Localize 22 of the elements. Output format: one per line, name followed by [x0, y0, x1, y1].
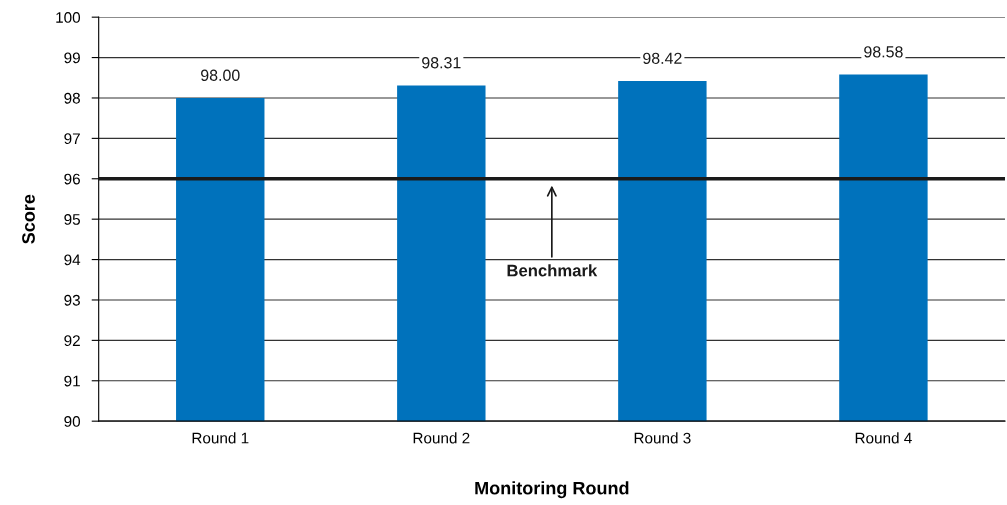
y-tick-label: 92: [64, 335, 80, 347]
data-label: 98.31: [422, 57, 461, 69]
y-axis-title: Score: [22, 194, 35, 244]
y-tick-label: 100: [56, 12, 81, 23]
x-tick-label: Round 1: [192, 432, 249, 444]
y-tick-label: 93: [64, 294, 80, 306]
y-tick-label: 98: [64, 92, 80, 104]
y-tick-label: 99: [64, 52, 80, 64]
data-label: 98.42: [643, 52, 682, 64]
y-tick-label: 95: [64, 214, 80, 225]
y-tick-label: 91: [64, 375, 80, 387]
data-label: 98.00: [201, 69, 240, 81]
x-tick-label: Round 3: [634, 432, 691, 444]
y-tick-label: 90: [64, 416, 81, 427]
y-tick-label: 94: [64, 254, 81, 266]
data-label: 98.58: [864, 46, 903, 58]
ref-line-label: Benchmark: [507, 264, 598, 277]
y-tick-label: 97: [64, 133, 80, 145]
x-tick-label: Round 4: [855, 432, 912, 444]
x-tick-label: Round 2: [413, 432, 470, 444]
x-axis-title: Monitoring Round: [475, 481, 629, 499]
y-tick-label: 96: [64, 173, 80, 185]
